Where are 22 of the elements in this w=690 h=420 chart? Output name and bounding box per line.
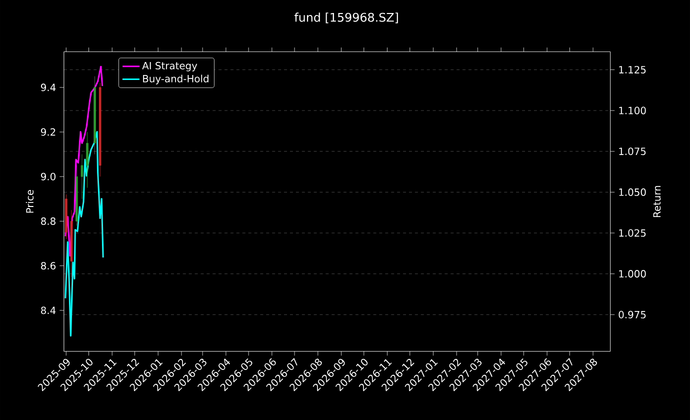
y2-tick-label: 0.975 [618,310,646,318]
legend-label: AI Strategy [142,62,198,72]
y-tick-label: 8.4 [41,306,56,314]
y2-tick-label: 1.050 [619,188,646,196]
y-tick-label: 9.0 [40,172,56,180]
y-tick-label: 8.6 [41,262,56,270]
line-series [64,130,104,337]
y-axis-title: Price [26,190,34,213]
candlestick [80,154,84,200]
y2-tick-label: 1.025 [619,229,646,237]
y2-axis-title: Return [653,186,661,218]
y2-tick-label: 1.000 [619,270,646,278]
legend-label: Buy-and-Hold [143,74,208,84]
y2-tick-label: 1.125 [619,66,646,74]
y2-tick-label: 1.100 [619,106,646,114]
y-tick-label: 8.8 [41,217,56,225]
chart-title: fund [159968.SZ] [294,12,398,24]
y2-tick-label: 1.075 [619,148,646,156]
y-tick-label: 9.2 [40,128,56,136]
candlestick [86,132,88,188]
y-tick-label: 9.4 [40,84,56,92]
line-series [64,66,104,257]
